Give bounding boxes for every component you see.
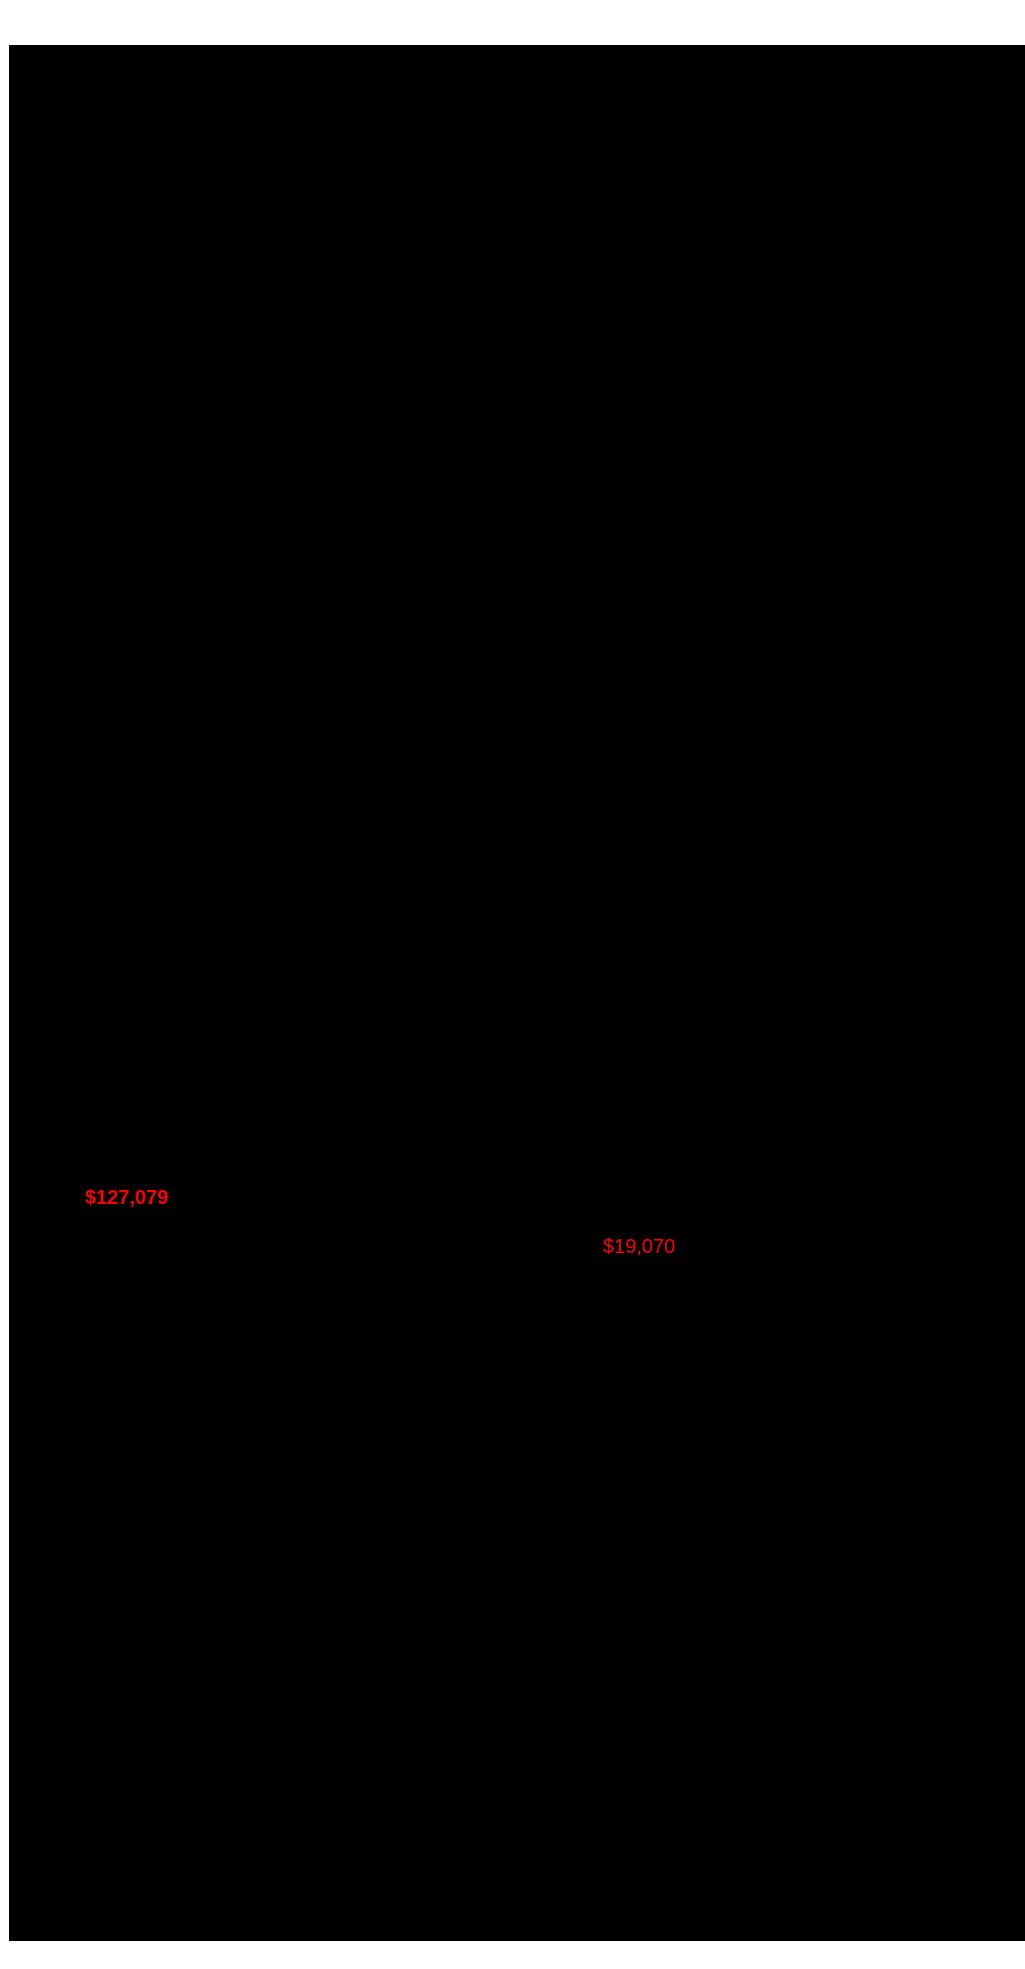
chart-area: $127,079 $19,070 <box>9 45 1025 1941</box>
data-label-19070: $19,070 <box>603 1236 676 1258</box>
data-label-127079: $127,079 <box>85 1187 169 1209</box>
